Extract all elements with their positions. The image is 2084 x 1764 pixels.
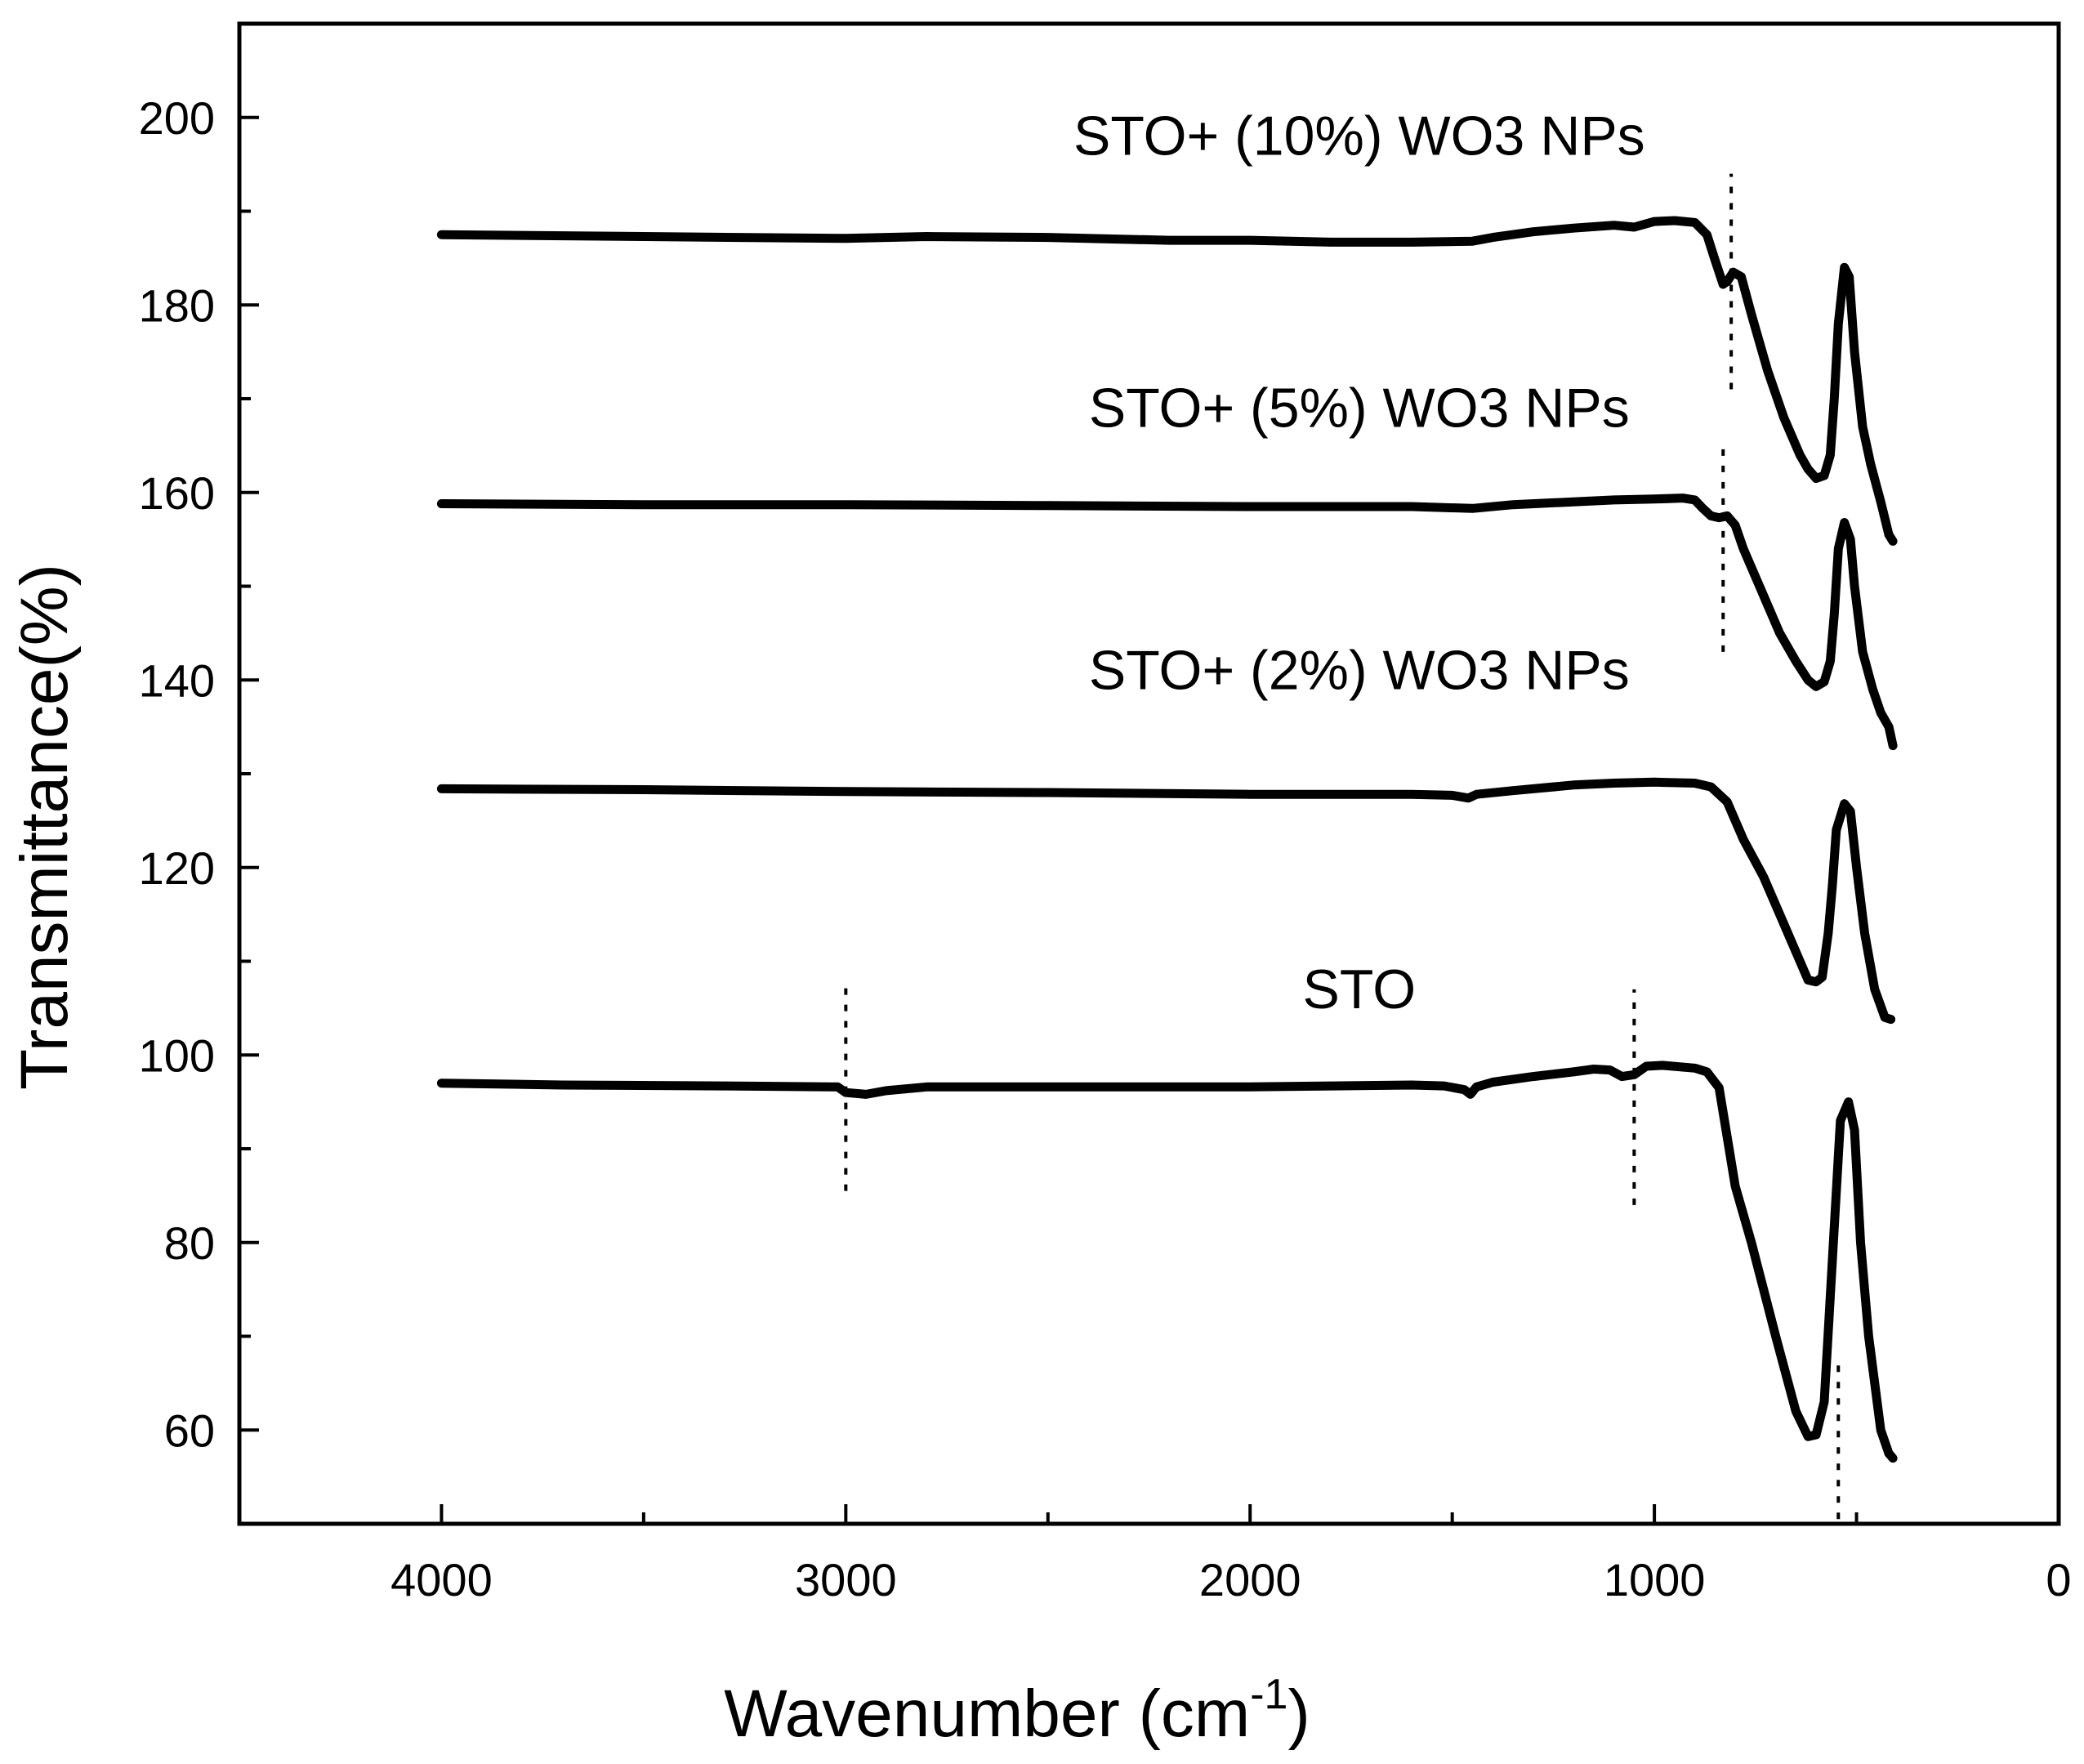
x-tick-label: 2000 <box>1199 1554 1301 1605</box>
plot-frame <box>237 21 2061 1526</box>
x-tick-label: 1000 <box>1604 1554 1706 1605</box>
series-label-0: STO <box>1303 958 1417 1020</box>
series-label-1: STO+ (2%) WO3 NPs <box>1089 640 1630 702</box>
x-axis-title: Wavenumber (cm-1) <box>724 1671 1310 1751</box>
y-tick-label: 140 <box>139 654 215 706</box>
x-axis-title-main: Wavenumber (cm <box>724 1677 1250 1751</box>
y-tick-label: 120 <box>139 842 215 894</box>
series-line-1 <box>436 777 1896 1025</box>
y-tick-label: 160 <box>139 467 215 519</box>
x-axis-title-suffix: ) <box>1287 1677 1310 1751</box>
y-tick-label: 100 <box>139 1029 215 1081</box>
series-labels: STO STO+ (2%) WO3 NPs STO+ (5%) WO3 NPs STO… <box>1073 105 1645 1020</box>
series-lines <box>436 216 1898 1463</box>
series-label-3: STO+ (10%) WO3 NPs <box>1073 105 1645 167</box>
y-tick-label: 80 <box>164 1217 215 1269</box>
y-tick-label: 60 <box>164 1405 215 1456</box>
marker-lines <box>844 173 1841 1520</box>
y-tick-label: 180 <box>139 279 215 331</box>
series-line-0 <box>436 1061 1898 1463</box>
y-axis-title: Transmittance(%) <box>7 564 82 1090</box>
y-tick-label: 200 <box>139 92 215 144</box>
series-label-2: STO+ (5%) WO3 NPs <box>1089 377 1630 439</box>
x-tick-label: 4000 <box>390 1554 493 1605</box>
x-axis-title-superscript: -1 <box>1250 1671 1287 1718</box>
axis-ticks: 4000 3000 2000 1000 0 60 80 100 120 140 160 180 200 <box>139 92 2072 1605</box>
series-line-3 <box>436 216 1898 546</box>
x-tick-label: 0 <box>2046 1554 2071 1605</box>
series-line-2 <box>436 493 1898 751</box>
x-tick-label: 3000 <box>795 1554 897 1605</box>
